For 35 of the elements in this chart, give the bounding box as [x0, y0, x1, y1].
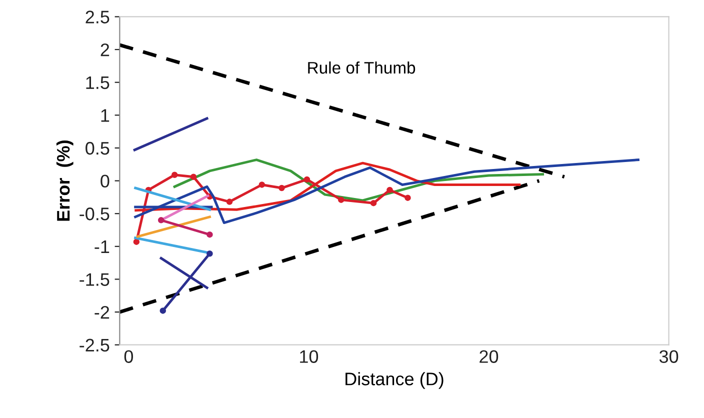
point — [370, 200, 377, 206]
point — [226, 198, 233, 205]
point — [258, 182, 266, 188]
point — [404, 194, 411, 201]
point — [190, 174, 197, 180]
y-tick-label: 2.5 — [86, 10, 110, 24]
point — [278, 184, 285, 192]
x-tick-label: 20 — [480, 350, 498, 363]
point — [158, 217, 164, 224]
point — [133, 238, 140, 245]
x-axis-title: Distance (D) — [346, 372, 444, 389]
point — [171, 172, 178, 178]
y-tick-label: -0.5 — [80, 208, 110, 220]
x-tick-label: 10 — [300, 350, 318, 363]
y-tick-label: -1.5 — [80, 273, 110, 286]
x-tick-label: 0 — [124, 350, 133, 363]
y-tick-label: 0 — [100, 174, 110, 188]
line-series — [134, 158, 640, 224]
y-tick-label: 1.5 — [86, 76, 110, 90]
y-tick-label: -2 — [94, 306, 110, 319]
y-tick-label: 2 — [100, 43, 110, 56]
y-tick-label: 0.5 — [86, 142, 110, 155]
point — [386, 186, 393, 194]
point — [160, 308, 166, 314]
point — [206, 231, 213, 238]
annotation: Rule of Thumb — [308, 61, 416, 74]
y-tick-label: 1 — [101, 109, 110, 122]
line-series — [173, 158, 544, 202]
y-axis-title: Error (%) — [56, 140, 74, 221]
point — [206, 250, 213, 257]
y-tick-label: -2.5 — [80, 338, 110, 352]
point — [304, 176, 310, 183]
y-tick-label: -1 — [94, 240, 110, 253]
x-tick-label: 30 — [659, 350, 678, 363]
point — [338, 196, 344, 203]
